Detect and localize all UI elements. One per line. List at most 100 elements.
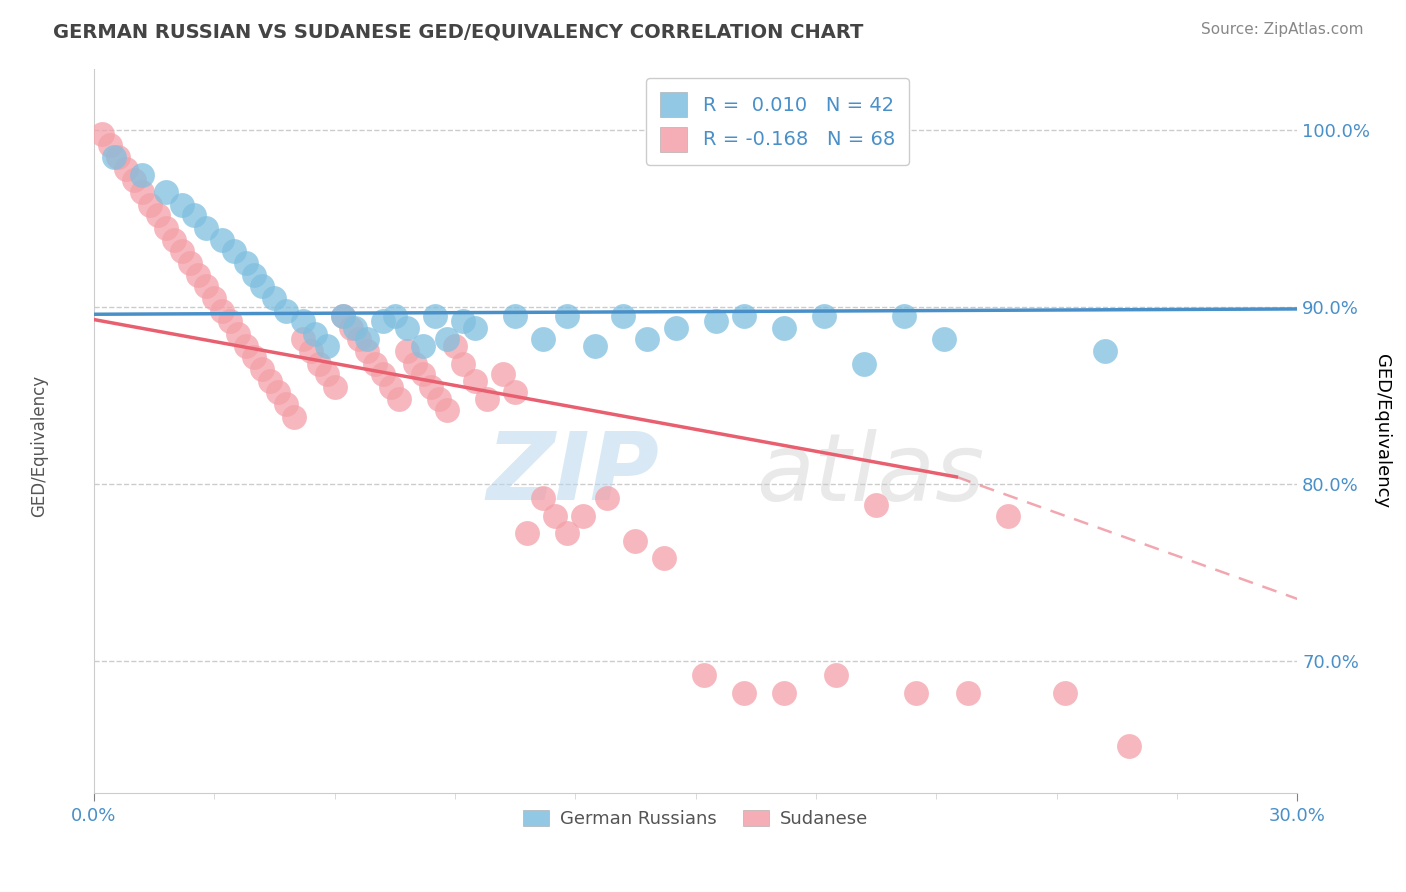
Point	[371, 368, 394, 382]
Point	[934, 332, 956, 346]
Point	[172, 197, 194, 211]
Point	[211, 233, 233, 247]
Point	[235, 339, 257, 353]
Point	[172, 244, 194, 258]
Point	[1118, 739, 1140, 753]
Point	[195, 279, 218, 293]
Point	[103, 150, 125, 164]
Point	[371, 314, 394, 328]
Point	[503, 385, 526, 400]
Point	[957, 685, 980, 699]
Point	[315, 339, 337, 353]
Point	[155, 220, 177, 235]
Point	[531, 491, 554, 505]
Text: GERMAN RUSSIAN VS SUDANESE GED/EQUIVALENCY CORRELATION CHART: GERMAN RUSSIAN VS SUDANESE GED/EQUIVALEN…	[53, 22, 863, 41]
Point	[276, 303, 298, 318]
Point	[464, 375, 486, 389]
Point	[624, 533, 647, 548]
Point	[733, 309, 755, 323]
Point	[291, 332, 314, 346]
Point	[224, 244, 246, 258]
Point	[704, 314, 727, 328]
Point	[475, 392, 498, 406]
Point	[436, 402, 458, 417]
Point	[412, 339, 434, 353]
Point	[773, 685, 796, 699]
Point	[243, 268, 266, 283]
Point	[122, 173, 145, 187]
Point	[612, 309, 634, 323]
Point	[652, 551, 675, 566]
Point	[572, 508, 595, 523]
Point	[308, 357, 330, 371]
Y-axis label: GED/Equivalency: GED/Equivalency	[1374, 354, 1391, 508]
Point	[146, 208, 169, 222]
Point	[555, 309, 578, 323]
Point	[356, 344, 378, 359]
Point	[332, 309, 354, 323]
Point	[202, 291, 225, 305]
Point	[813, 309, 835, 323]
Point	[332, 309, 354, 323]
Point	[1053, 685, 1076, 699]
Point	[187, 268, 209, 283]
Point	[733, 685, 755, 699]
Point	[195, 220, 218, 235]
Point	[283, 409, 305, 424]
Point	[893, 309, 915, 323]
Point	[544, 508, 567, 523]
Point	[179, 256, 201, 270]
Point	[323, 380, 346, 394]
Point	[259, 375, 281, 389]
Point	[555, 526, 578, 541]
Point	[98, 137, 121, 152]
Point	[492, 368, 515, 382]
Point	[388, 392, 411, 406]
Point	[464, 321, 486, 335]
Point	[183, 208, 205, 222]
Point	[219, 314, 242, 328]
Point	[228, 326, 250, 341]
Point	[436, 332, 458, 346]
Point	[276, 397, 298, 411]
Text: GED/Equivalency: GED/Equivalency	[31, 375, 48, 517]
Point	[503, 309, 526, 323]
Point	[773, 321, 796, 335]
Point	[531, 332, 554, 346]
Legend: German Russians, Sudanese: German Russians, Sudanese	[516, 802, 875, 835]
Text: atlas: atlas	[756, 429, 984, 520]
Point	[395, 344, 418, 359]
Point	[252, 362, 274, 376]
Point	[347, 332, 370, 346]
Point	[163, 233, 186, 247]
Point	[291, 314, 314, 328]
Point	[395, 321, 418, 335]
Point	[299, 344, 322, 359]
Point	[339, 321, 361, 335]
Point	[444, 339, 467, 353]
Point	[451, 357, 474, 371]
Point	[131, 168, 153, 182]
Point	[1094, 344, 1116, 359]
Point	[155, 186, 177, 200]
Point	[356, 332, 378, 346]
Point	[637, 332, 659, 346]
Text: Source: ZipAtlas.com: Source: ZipAtlas.com	[1201, 22, 1364, 37]
Point	[343, 321, 366, 335]
Point	[131, 186, 153, 200]
Point	[865, 498, 887, 512]
Point	[692, 668, 714, 682]
Point	[412, 368, 434, 382]
Text: ZIP: ZIP	[486, 428, 659, 520]
Point	[243, 350, 266, 364]
Point	[596, 491, 619, 505]
Point	[364, 357, 387, 371]
Point	[423, 309, 446, 323]
Point	[825, 668, 848, 682]
Point	[115, 162, 138, 177]
Point	[91, 127, 114, 141]
Point	[583, 339, 606, 353]
Point	[853, 357, 876, 371]
Point	[267, 385, 290, 400]
Point	[905, 685, 928, 699]
